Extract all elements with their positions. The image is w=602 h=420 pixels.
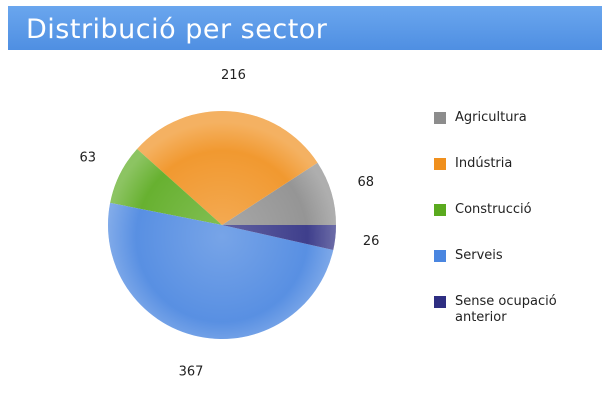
data-label: 26 xyxy=(363,234,380,249)
legend-item: Sense ocupació anterior xyxy=(434,294,585,326)
legend-item: Agricultura xyxy=(434,110,585,126)
legend-item: Construcció xyxy=(434,202,585,218)
data-label: 68 xyxy=(358,175,375,190)
legend-swatch xyxy=(434,296,446,308)
legend-swatch xyxy=(434,204,446,216)
data-label: 63 xyxy=(80,151,97,166)
legend-item: Indústria xyxy=(434,156,585,172)
legend-swatch xyxy=(434,158,446,170)
legend-label: Serveis xyxy=(455,248,503,263)
legend-label: Indústria xyxy=(455,156,513,171)
legend-label: Sense ocupació anterior xyxy=(455,294,557,325)
legend-swatch xyxy=(434,250,446,262)
data-label: 367 xyxy=(179,364,204,379)
legend-swatch xyxy=(434,112,446,124)
legend-item: Serveis xyxy=(434,248,585,264)
legend-label: Construcció xyxy=(455,202,532,217)
header-bar: Distribució per sector xyxy=(8,6,602,50)
data-label: 216 xyxy=(221,68,246,83)
legend-label: Agricultura xyxy=(455,110,527,125)
chart-title: Distribució per sector xyxy=(26,14,328,45)
